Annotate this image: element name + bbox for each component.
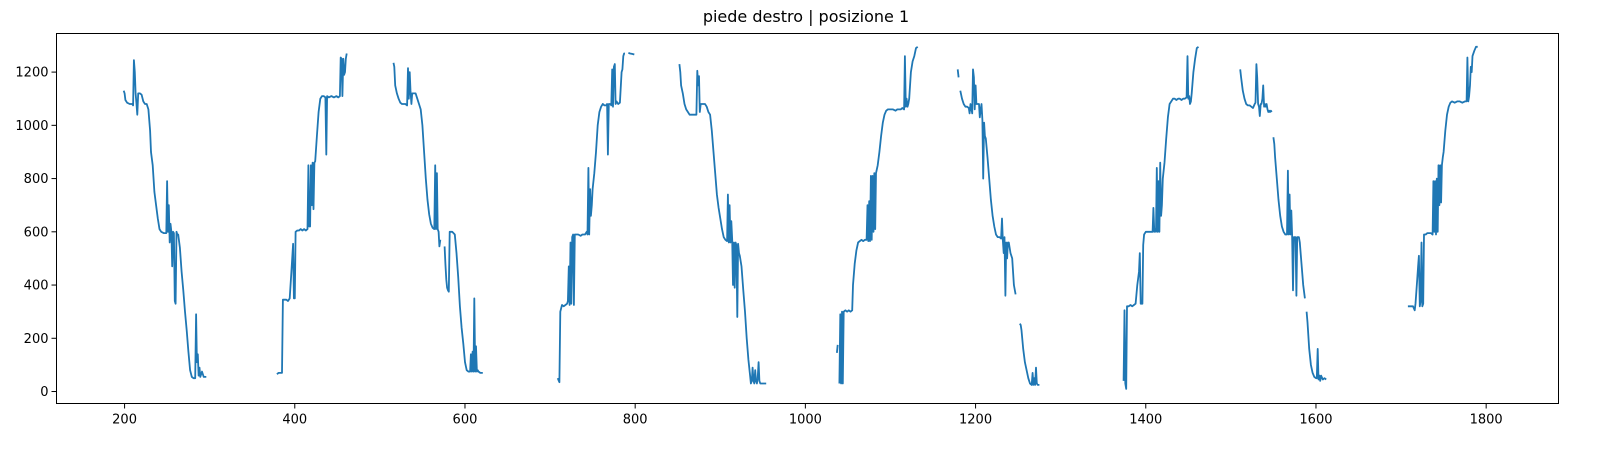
- series-line-7-segment-1: [1272, 137, 1306, 299]
- series-line-7-segment-2: [1305, 311, 1327, 382]
- series-line-1-segment-1: [443, 230, 483, 374]
- series-line-8-segment-0: [1407, 45, 1478, 312]
- series-line-5-segment-2: [1019, 323, 1040, 386]
- y-tick-label: 800: [24, 172, 49, 187]
- plot-frame: [56, 33, 1559, 404]
- series-line-6-segment-0: [1122, 46, 1200, 390]
- series-line-0-segment-1: [276, 53, 348, 375]
- x-tick-label: 400: [282, 413, 307, 428]
- x-tick-label: 1400: [1129, 413, 1162, 428]
- series-line-4-segment-0: [836, 344, 839, 353]
- y-axis: 0 200 400 600 800 1000 1200: [15, 66, 57, 400]
- x-tick-label: 1200: [959, 413, 992, 428]
- series-line-2-segment-0: [556, 52, 625, 384]
- series-line-3-segment-0: [678, 63, 767, 385]
- plot-series-group: [122, 45, 1478, 390]
- x-tick-label: 1000: [789, 413, 822, 428]
- series-line-5-segment-1: [959, 68, 1017, 297]
- x-tick-label: 600: [453, 413, 478, 428]
- y-tick-label: 400: [24, 279, 49, 294]
- x-axis: 200 400 600 800 1000 1200 1400 1600 1800: [112, 403, 1503, 428]
- series-line-7-segment-0: [1239, 63, 1273, 117]
- y-tick-label: 1000: [15, 119, 48, 134]
- series-line-1-segment-0: [392, 62, 442, 248]
- y-tick-label: 0: [40, 385, 48, 400]
- y-tick-label: 1200: [15, 66, 48, 81]
- y-tick-label: 200: [24, 332, 49, 347]
- series-line-2-segment-1: [628, 52, 635, 56]
- series-line-4-segment-1: [838, 46, 919, 385]
- y-tick-label: 600: [24, 225, 49, 240]
- chart-title: piede destro | posizione 1: [703, 7, 909, 26]
- x-tick-label: 200: [112, 413, 137, 428]
- x-tick-label: 800: [623, 413, 648, 428]
- series-line-5-segment-0: [956, 69, 960, 78]
- x-tick-label: 1600: [1299, 413, 1332, 428]
- series-line-0-segment-0: [122, 59, 207, 380]
- x-tick-label: 1800: [1470, 413, 1503, 428]
